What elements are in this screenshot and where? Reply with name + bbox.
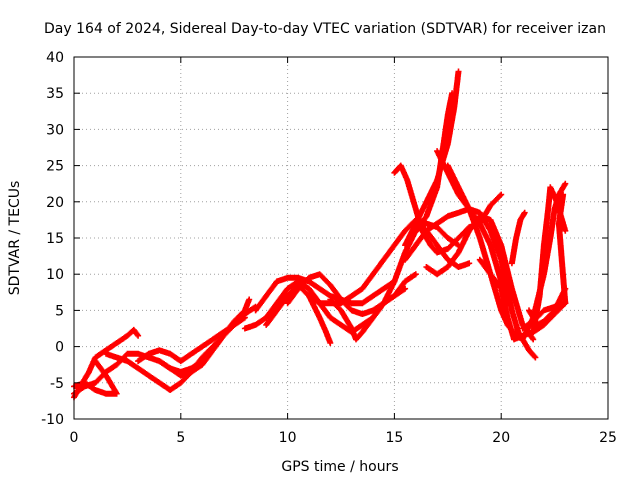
y-tick-label: 20 bbox=[46, 195, 64, 211]
series-arc-19 bbox=[434, 148, 526, 343]
series-markers bbox=[434, 148, 526, 343]
chart-title: Day 164 of 2024, Sidereal Day-to-day VTE… bbox=[44, 21, 606, 37]
axis-ticks: 0 5 10 15 20 25 -10 -5 0 5 10 15 20 25 30 35 40 bbox=[41, 50, 617, 446]
series-arc-12 bbox=[327, 220, 462, 343]
x-tick-label: 15 bbox=[385, 430, 403, 446]
x-tick-label: 25 bbox=[599, 430, 617, 446]
x-axis-label: GPS time / hours bbox=[281, 459, 398, 475]
y-tick-label: 5 bbox=[55, 303, 64, 319]
x-tick-label: 0 bbox=[70, 430, 79, 446]
grid-lines bbox=[74, 57, 608, 419]
y-axis-label: SDTVAR / TECUs bbox=[7, 181, 23, 296]
x-tick-label: 5 bbox=[176, 430, 185, 446]
y-tick-label: -10 bbox=[41, 412, 64, 428]
y-tick-label: 25 bbox=[46, 159, 64, 175]
y-tick-label: 40 bbox=[46, 50, 64, 66]
series-markers bbox=[423, 213, 537, 343]
series-arc-21 bbox=[508, 209, 528, 267]
y-tick-label: 15 bbox=[46, 231, 64, 247]
series-markers bbox=[156, 296, 253, 379]
y-tick-label: -5 bbox=[50, 376, 64, 392]
series-layer bbox=[71, 68, 569, 401]
series-arc-25 bbox=[519, 191, 569, 332]
series-arc-6 bbox=[156, 296, 253, 379]
y-tick-label: 30 bbox=[46, 122, 64, 138]
series-arc-16 bbox=[402, 206, 511, 307]
x-tick-label: 10 bbox=[279, 430, 297, 446]
series-arc-17 bbox=[423, 213, 537, 343]
series-markers bbox=[508, 209, 528, 267]
series-markers bbox=[519, 191, 569, 332]
x-tick-label: 20 bbox=[492, 430, 510, 446]
y-tick-label: 35 bbox=[46, 86, 64, 102]
y-tick-label: 0 bbox=[55, 340, 64, 356]
y-tick-label: 10 bbox=[46, 267, 64, 283]
series-arc-15 bbox=[402, 68, 462, 249]
series-markers bbox=[327, 220, 462, 343]
series-markers bbox=[402, 68, 462, 249]
series-markers bbox=[402, 206, 511, 307]
